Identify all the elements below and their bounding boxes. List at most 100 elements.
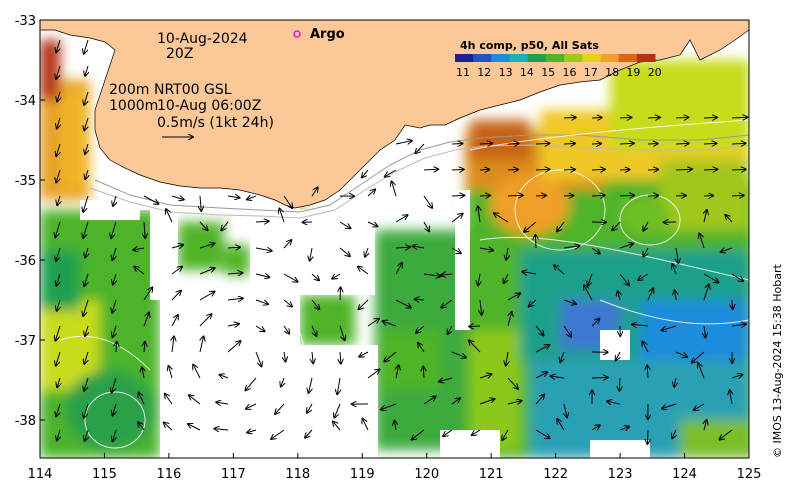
x-tick-label: 124 [672,467,697,482]
current-vector [618,291,620,301]
current-vector [612,221,621,230]
current-vector [632,324,649,326]
current-vector [367,221,378,226]
x-tick-label: 115 [92,467,117,482]
map-plot-area [40,20,749,458]
current-vector [362,169,369,177]
current-vector [560,351,564,362]
current-vector [616,351,620,360]
colorbar-swatch [564,54,583,62]
y-tick-label: -33 [15,14,36,29]
current-vector [199,221,208,230]
current-vector [166,209,173,223]
colorbar-swatch [582,54,601,62]
current-vector [507,143,519,144]
current-vector [385,169,397,177]
x-tick-label: 125 [737,467,762,482]
current-vector [591,425,600,431]
current-vector [469,326,481,327]
current-vector [643,247,649,257]
current-vector [165,394,173,405]
current-vector [138,422,145,431]
current-vector [395,299,411,308]
current-vector [358,299,369,309]
current-vector [271,429,285,439]
colorbar-tick-label: 13 [499,66,513,79]
current-vector [56,247,61,261]
current-vector [281,377,284,387]
current-vector [662,325,677,330]
current-vector [255,299,268,304]
depth-200-label: 200m [109,82,149,98]
current-vector [502,429,509,440]
current-vector [423,169,438,170]
current-vector [85,169,88,179]
current-vectors [55,39,747,444]
current-vector [731,273,743,281]
current-vector [358,267,369,275]
sst-field [40,40,749,458]
colorbar-swatch [545,54,565,62]
current-vector [647,117,660,118]
colorbar-swatch [455,54,474,62]
colorbar-tick-label: 16 [563,66,577,79]
current-vector [676,247,678,263]
current-vector [507,169,518,170]
current-vector [84,351,88,364]
current-vector [384,351,397,361]
current-vector [423,396,436,405]
current-vector [704,325,706,337]
current-vector [57,377,60,387]
argo-marker-icon [293,30,301,38]
current-vector [311,273,319,280]
current-vector [143,287,152,301]
colorbar-swatch [600,54,620,62]
colorbar-tick-label: 18 [605,66,619,79]
current-vector [704,420,707,431]
current-vector [57,429,60,440]
date-label: 10-Aug-2024 [157,31,248,47]
current-vector [672,264,676,275]
current-vector [535,143,549,144]
current-vector [337,377,340,394]
current-vector [188,424,201,431]
current-vector [247,196,257,200]
current-vector [554,265,565,275]
current-vector [255,351,261,366]
current-vector [619,117,631,118]
current-vector [480,299,482,315]
current-vector [647,169,658,170]
current-vector [227,341,241,353]
current-vector [699,234,705,249]
current-vector [56,143,60,156]
current-vector [172,336,174,353]
current-vector [479,248,493,250]
current-vector [85,65,88,76]
x-tick-label: 120 [414,467,439,482]
current-vector [113,403,116,415]
x-axis: 114 115 116 117 118 119 120 121 122 123 124 125 [28,453,762,482]
current-vector [619,244,633,249]
current-vector [199,292,214,301]
current-vector [643,221,649,231]
current-vector [84,117,88,130]
current-vector [227,273,242,274]
current-vector [112,247,116,260]
current-vector [423,367,424,379]
current-vector [721,248,733,252]
current-vector [334,403,341,418]
current-vector [332,274,341,279]
current-vector [535,429,550,438]
current-vector [112,299,117,313]
current-vector [441,274,453,275]
current-vector [451,169,464,170]
current-vector [57,195,60,205]
x-tick-label: 118 [285,467,310,482]
current-vector [619,195,634,196]
current-vector [423,274,441,276]
current-vector [563,299,576,304]
current-vector [451,247,461,253]
current-vector [441,299,453,308]
current-vector [362,419,369,431]
current-vector [56,403,60,416]
